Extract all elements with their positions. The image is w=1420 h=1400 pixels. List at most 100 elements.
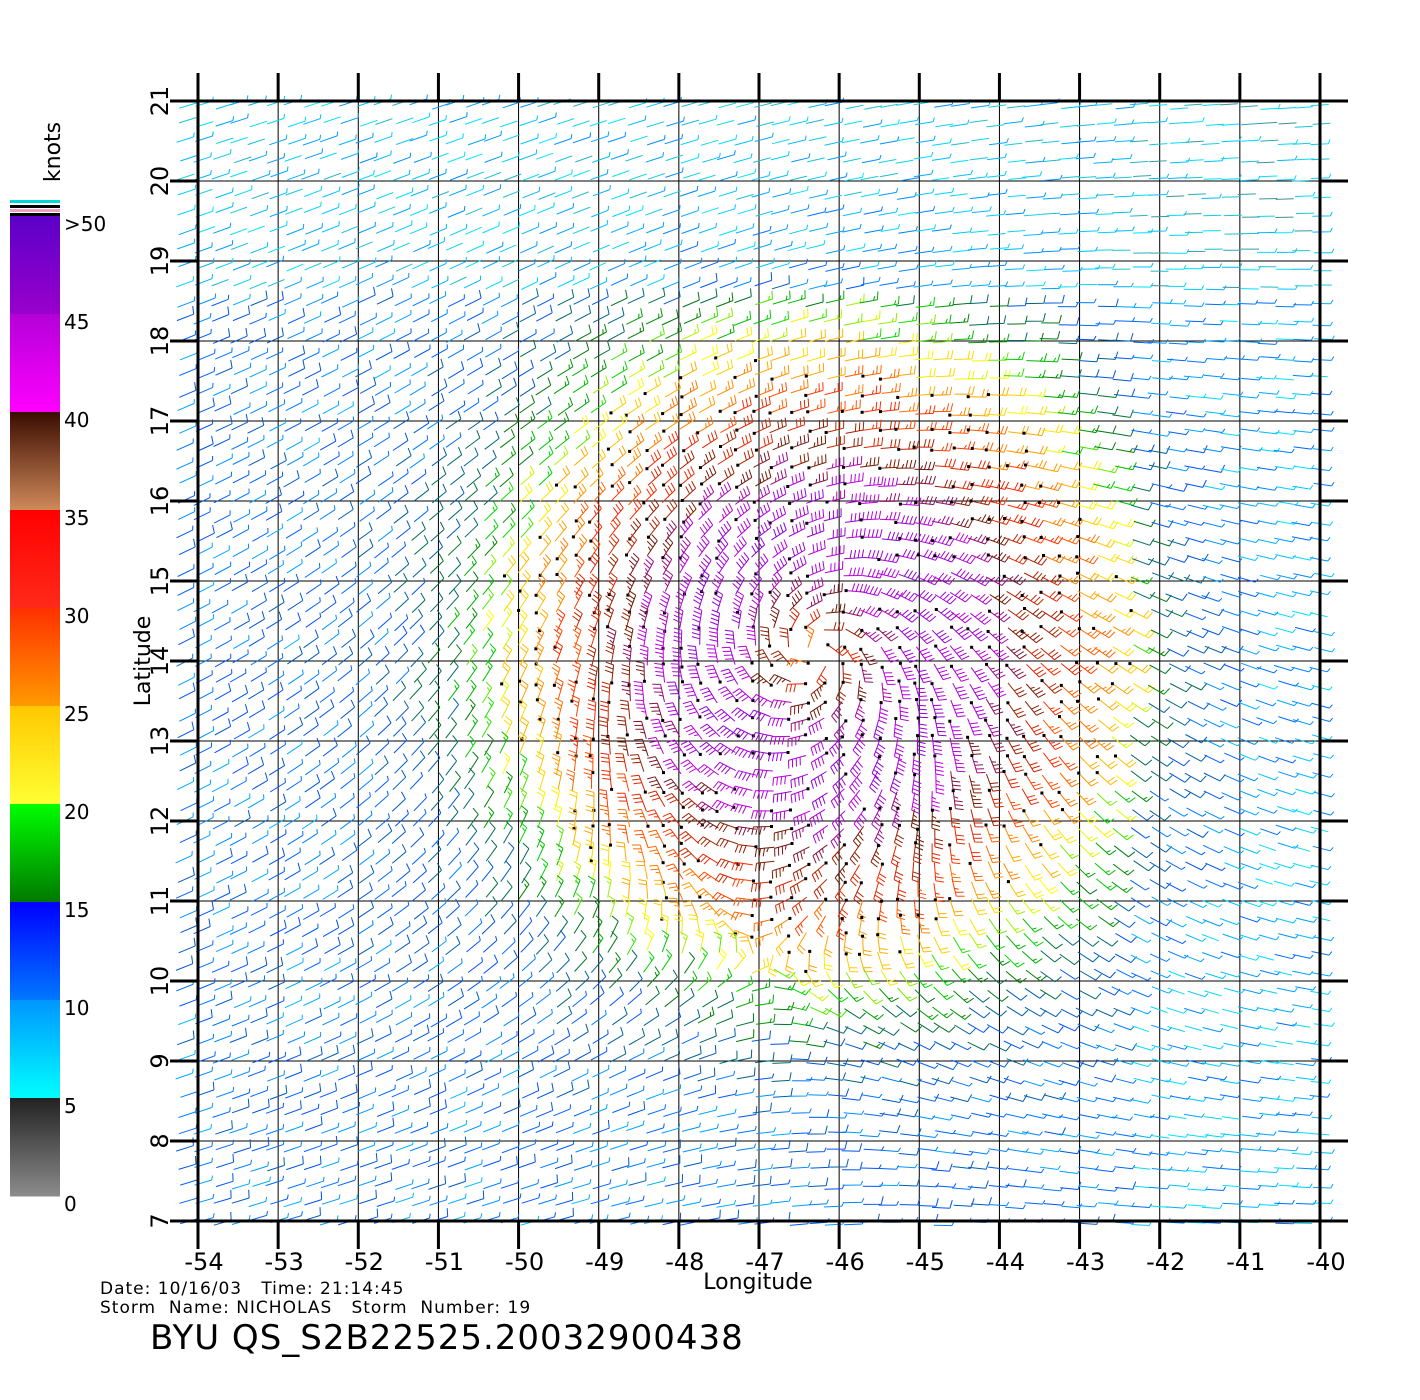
- wind-barb: [175, 850, 193, 864]
- wind-barb: [1237, 881, 1259, 889]
- wind-barb: [394, 809, 409, 827]
- wind-barb: [376, 1046, 394, 1060]
- wind-barb: [1006, 1058, 1029, 1066]
- wind-barb: [1094, 572, 1117, 582]
- wind-barb: [985, 1005, 1007, 1017]
- wind-barb: [287, 169, 306, 181]
- wind-barb: [1079, 608, 1102, 619]
- wind-barb: [986, 443, 1008, 453]
- wind-barb: [853, 882, 864, 905]
- wind-barb: [305, 597, 321, 613]
- rain-flag-marker: [948, 431, 952, 435]
- wind-barb: [501, 311, 519, 326]
- rain-flag-marker: [843, 482, 847, 486]
- wind-barb: [1256, 806, 1278, 814]
- rain-flag-marker: [519, 700, 523, 704]
- wind-barb: [250, 902, 268, 916]
- wind-barb: [1167, 520, 1189, 526]
- wind-barb: [877, 261, 898, 270]
- wind-barb: [502, 643, 513, 666]
- wind-barb: [482, 204, 500, 217]
- rain-flag-marker: [753, 518, 757, 522]
- wind-barb: [1257, 773, 1279, 781]
- wind-barb: [898, 569, 921, 581]
- wind-barb: [808, 189, 829, 199]
- rain-flag-marker: [952, 446, 956, 450]
- wind-barb: [755, 290, 773, 306]
- wind-barb: [355, 1061, 373, 1078]
- wind-barb: [621, 680, 631, 702]
- wind-barb: [503, 1098, 521, 1115]
- wind-barb: [251, 192, 269, 200]
- wind-barb: [1223, 774, 1245, 783]
- wind-barb: [812, 844, 828, 864]
- wind-barb: [881, 1076, 903, 1083]
- wind-barb: [429, 1082, 447, 1099]
- wind-barb: [520, 241, 538, 254]
- wind-barb: [1112, 863, 1135, 876]
- wind-barb: [1221, 196, 1240, 198]
- wind-barb: [697, 569, 710, 592]
- wind-barb: [1291, 180, 1310, 182]
- wind-barb: [1275, 1040, 1293, 1045]
- wind-barb: [644, 395, 661, 414]
- wind-barb: [319, 131, 339, 143]
- wind-barb: [1026, 663, 1047, 678]
- wind-barb: [809, 808, 826, 827]
- wind-barb: [414, 482, 430, 502]
- rain-flag-marker: [588, 593, 592, 597]
- wind-barb: [969, 1075, 992, 1084]
- wind-barb: [647, 134, 666, 146]
- longitude-tick-label: -49: [585, 1248, 624, 1276]
- wind-barb: [680, 135, 700, 146]
- wind-barb: [485, 839, 498, 862]
- wind-barb: [791, 153, 811, 163]
- wind-barb: [413, 344, 431, 359]
- wind-barb: [1114, 136, 1135, 143]
- rain-flag-marker: [1076, 535, 1080, 539]
- wind-barb: [177, 238, 196, 250]
- wind-barb: [539, 222, 557, 234]
- wind-barb: [535, 642, 545, 665]
- wind-barb: [519, 1104, 538, 1117]
- wind-barb: [612, 412, 628, 432]
- wind-barb: [755, 1090, 776, 1098]
- wind-barb: [359, 1121, 377, 1134]
- wind-barb: [773, 1016, 795, 1026]
- wind-barb: [918, 1182, 940, 1188]
- wind-barb: [898, 1147, 920, 1156]
- wind-barb: [700, 288, 718, 304]
- wind-barb: [319, 973, 337, 988]
- wind-barb: [681, 797, 703, 811]
- wind-barb: [375, 664, 390, 685]
- wind-barb: [1061, 517, 1084, 527]
- wind-barb: [464, 767, 476, 790]
- wind-barb: [898, 312, 918, 324]
- wind-barb: [573, 483, 587, 504]
- wind-barb: [914, 608, 937, 622]
- wind-barb: [286, 451, 304, 466]
- wind-barb: [634, 699, 648, 719]
- wind-barb: [683, 172, 701, 179]
- wind-barb: [429, 664, 442, 686]
- wind-barb: [735, 223, 755, 234]
- wind-barb: [1041, 314, 1062, 324]
- wind-barb: [1202, 447, 1224, 453]
- wind-barb: [214, 682, 232, 701]
- wind-barb: [1115, 663, 1138, 674]
- date-time-line: Date: 10/16/03 Time: 21:14:45: [100, 1279, 405, 1299]
- wind-barb: [932, 572, 956, 585]
- wind-barb: [537, 293, 554, 307]
- wind-barb: [356, 449, 373, 468]
- wind-barb: [792, 1076, 813, 1082]
- wind-barb: [1221, 263, 1243, 268]
- wind-barb: [1260, 574, 1281, 581]
- wind-barb: [791, 433, 810, 449]
- wind-barb: [1003, 771, 1020, 789]
- wind-barb: [737, 1159, 757, 1171]
- wind-barb: [375, 1009, 393, 1023]
- wind-barb: [284, 883, 301, 898]
- wind-barb: [321, 594, 337, 614]
- wind-barb: [175, 1068, 194, 1080]
- wind-barb: [1007, 755, 1024, 773]
